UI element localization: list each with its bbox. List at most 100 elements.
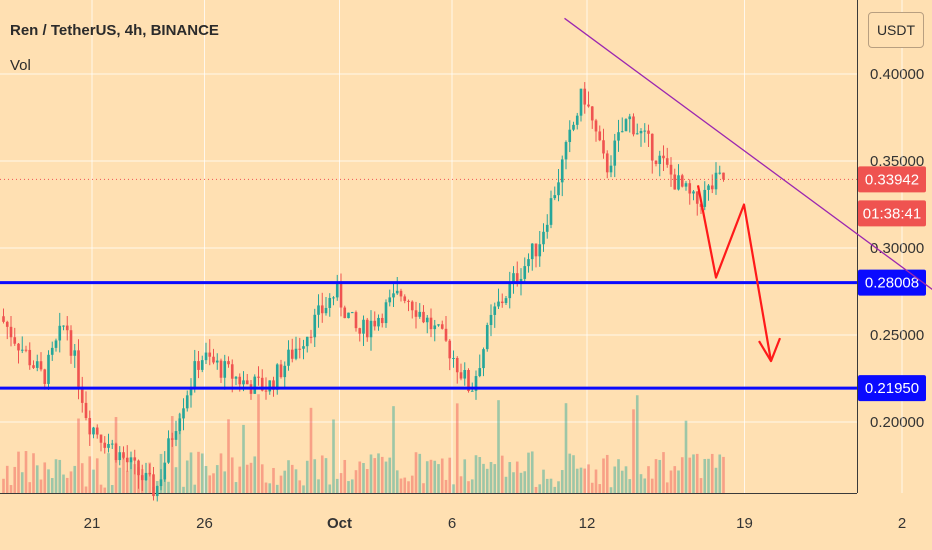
candle-body bbox=[343, 307, 347, 319]
candle-body bbox=[208, 352, 212, 357]
volume-bar bbox=[692, 454, 695, 493]
x-tick-label: 19 bbox=[736, 515, 753, 532]
currency-button[interactable]: USDT bbox=[868, 12, 924, 48]
candle-body bbox=[647, 130, 650, 134]
candle-body bbox=[418, 311, 422, 317]
volume-bar bbox=[208, 475, 212, 493]
candle-body bbox=[253, 376, 257, 394]
candle-body bbox=[335, 283, 339, 298]
volume-bar bbox=[133, 464, 137, 493]
candle-body bbox=[62, 325, 65, 327]
volume-bar bbox=[617, 459, 620, 493]
candle-body bbox=[99, 434, 103, 443]
volume-bar bbox=[174, 467, 178, 493]
candle-body bbox=[350, 312, 354, 314]
volume-bar bbox=[500, 455, 504, 493]
candle-body bbox=[77, 350, 80, 387]
candle-body bbox=[684, 183, 688, 187]
volume-bar bbox=[695, 453, 699, 493]
candle-body bbox=[452, 357, 455, 359]
level-price-badge-text: 0.28008 bbox=[865, 275, 919, 292]
volume-bar bbox=[148, 462, 152, 493]
candle-body bbox=[500, 301, 504, 304]
volume-bar bbox=[463, 459, 467, 493]
candle-body bbox=[710, 185, 714, 190]
volume-bar bbox=[403, 477, 407, 493]
volume-bar bbox=[84, 486, 88, 493]
candle-body bbox=[624, 119, 628, 132]
candle-body bbox=[560, 159, 564, 183]
candle-body bbox=[399, 290, 403, 297]
candle-body bbox=[448, 340, 452, 359]
volume-bar bbox=[43, 462, 47, 493]
candle-body bbox=[238, 376, 242, 385]
volume-bar bbox=[103, 487, 107, 493]
candle-body bbox=[227, 361, 230, 365]
candle-body bbox=[369, 320, 373, 338]
volume-bar bbox=[362, 462, 365, 493]
volume-bar bbox=[489, 462, 493, 493]
candle-body bbox=[118, 452, 122, 461]
candle-body bbox=[594, 120, 598, 132]
volume-bar bbox=[564, 403, 568, 493]
candle-body bbox=[283, 365, 287, 378]
y-tick-label: 0.35000 bbox=[870, 153, 924, 170]
volume-bar bbox=[339, 473, 343, 493]
candle-body bbox=[628, 116, 632, 120]
volume-bar bbox=[650, 478, 654, 493]
candle-body bbox=[268, 380, 272, 392]
candle-body bbox=[58, 325, 62, 341]
volume-bar bbox=[238, 466, 242, 493]
descending-trendline bbox=[564, 17, 932, 290]
candle-body bbox=[103, 442, 107, 448]
volume-bar bbox=[598, 484, 602, 493]
candle-body bbox=[155, 486, 159, 497]
candle-body bbox=[73, 350, 77, 356]
volume-bar bbox=[369, 454, 373, 493]
candle-body bbox=[504, 298, 508, 304]
candle-body bbox=[174, 431, 178, 440]
volume-bar bbox=[197, 451, 200, 493]
volume-bar bbox=[20, 472, 24, 493]
candle-body bbox=[69, 330, 73, 356]
candle-body bbox=[275, 364, 279, 390]
candle-body bbox=[129, 457, 133, 463]
candle-body bbox=[84, 402, 88, 419]
volume-bar bbox=[673, 466, 677, 493]
candle-body bbox=[317, 305, 320, 315]
candle-body bbox=[482, 349, 485, 369]
volume-bar bbox=[47, 469, 50, 493]
volume-bar bbox=[80, 463, 84, 493]
last-price-badge bbox=[858, 166, 926, 193]
volume-bar bbox=[579, 467, 583, 493]
last-price-badge-text: 0.33942 bbox=[865, 171, 919, 188]
volume-bar bbox=[613, 466, 617, 493]
volume-bar bbox=[380, 456, 384, 493]
volume-bar bbox=[219, 453, 223, 493]
volume-bar bbox=[107, 453, 110, 493]
volume-bar bbox=[699, 478, 703, 493]
volume-bar bbox=[253, 456, 257, 493]
candle-body bbox=[467, 370, 470, 392]
volume-bar bbox=[332, 419, 335, 493]
volume-bar bbox=[287, 460, 290, 493]
volume-bar bbox=[474, 455, 478, 493]
candle-body bbox=[324, 307, 328, 314]
candle-body bbox=[579, 88, 583, 116]
candle-body bbox=[170, 438, 174, 440]
symbol-title[interactable]: Ren / TetherUS, 4h, BINANCE bbox=[10, 22, 219, 39]
volume-bar bbox=[178, 413, 182, 493]
volume-bar bbox=[39, 479, 43, 493]
candle-body bbox=[407, 300, 410, 302]
candle-body bbox=[245, 380, 249, 385]
volume-bar bbox=[433, 460, 437, 493]
volume-bar bbox=[643, 478, 647, 493]
candle-body bbox=[365, 319, 369, 338]
volume-bar bbox=[467, 481, 470, 493]
volume-bar bbox=[110, 485, 114, 493]
volume-bar bbox=[497, 400, 500, 493]
volume-bar bbox=[144, 474, 148, 493]
candle-body bbox=[673, 174, 677, 190]
